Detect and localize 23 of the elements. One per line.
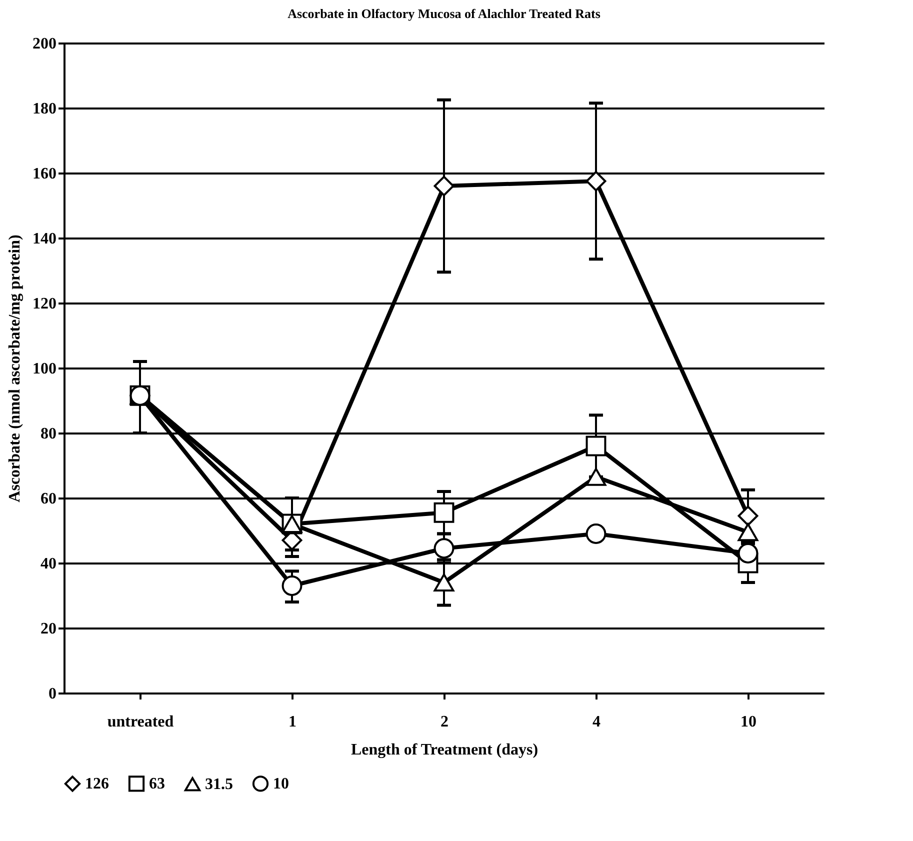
x-tick-label: 10 xyxy=(740,714,756,730)
y-tick-label: 180 xyxy=(32,100,56,118)
y-tick-label: 120 xyxy=(32,296,56,312)
x-axis-title: Length of Treatment (days) xyxy=(350,742,538,758)
y-tick-label: 160 xyxy=(32,166,56,182)
y-tick-label: 140 xyxy=(32,230,56,248)
y-tick-label: 200 xyxy=(32,36,56,52)
legend-label: 10 xyxy=(273,776,289,793)
x-tick-label: 2 xyxy=(440,714,448,730)
x-tick-label: untreated xyxy=(107,714,174,730)
x-tick-label: 4 xyxy=(592,714,600,730)
y-tick-label: 80 xyxy=(40,426,56,442)
y-tick-label: 0 xyxy=(48,686,56,702)
y-tick-label: 100 xyxy=(32,360,56,378)
y-tick-label: 20 xyxy=(40,620,56,638)
y-axis-title: Ascorbate (nmol ascorbate/mg protein) xyxy=(6,234,24,502)
legend-label: 31.5 xyxy=(205,776,233,794)
legend-label: 126 xyxy=(85,776,109,793)
chart-title: Ascorbate in Olfactory Mucosa of Alachlor Treated Rats xyxy=(288,6,600,21)
y-tick-label: 40 xyxy=(40,556,56,572)
y-tick-label: 60 xyxy=(40,490,56,508)
x-tick-label: 1 xyxy=(288,714,296,730)
legend-label: 63 xyxy=(149,776,165,793)
